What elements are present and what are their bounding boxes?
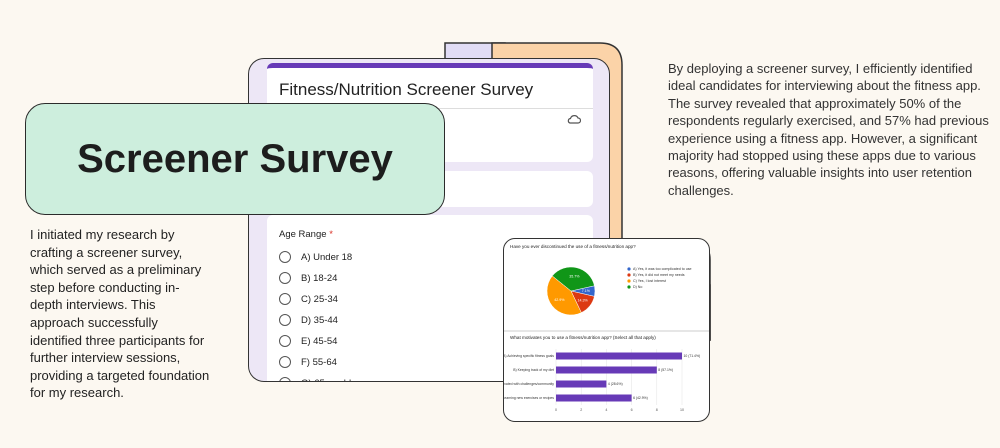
y-tick-label: D) Learning new exercises or recipes <box>504 396 554 400</box>
x-tick-label: 8 <box>656 408 658 412</box>
bar <box>556 352 682 360</box>
option[interactable]: A) Under 18 <box>279 251 352 263</box>
y-tick-label: B) Keeping track of my diet <box>513 368 554 372</box>
option-label: A) Under 18 <box>301 251 353 263</box>
value-label: 8 (57.1%) <box>658 368 673 372</box>
slice-label: 7.1% <box>582 289 591 293</box>
results-card: Have you ever discontinued the use of a … <box>503 238 710 422</box>
x-tick-label: 0 <box>555 408 557 412</box>
chart-title: What motivates you to use a fitness/nutr… <box>510 335 656 340</box>
legend-swatch <box>627 285 631 289</box>
radio[interactable] <box>279 272 291 284</box>
option[interactable]: B) 18-24 <box>279 272 337 284</box>
legend-label: B) Yes, it did not meet my needs <box>633 273 685 277</box>
x-tick-label: 4 <box>605 408 607 412</box>
y-tick-label: C) Staying motivated with challenges/com… <box>504 382 554 386</box>
option[interactable]: F) 55-64 <box>279 356 337 368</box>
x-tick-label: 2 <box>580 408 582 412</box>
value-label: 10 (71.4%) <box>684 354 701 358</box>
radio[interactable] <box>279 356 291 368</box>
value-label: 6 (42.9%) <box>633 396 648 400</box>
slice-label: 35.7% <box>569 274 580 278</box>
required-mark: * <box>329 229 333 240</box>
legend-label: D) No <box>633 285 642 289</box>
option[interactable]: D) 35-44 <box>279 314 338 326</box>
legend-swatch <box>627 267 631 271</box>
option-label: C) 25-34 <box>301 293 338 305</box>
radio[interactable] <box>279 335 291 347</box>
results-charts: Have you ever discontinued the use of a … <box>504 244 709 412</box>
bar <box>556 394 632 402</box>
x-tick-label: 6 <box>631 408 633 412</box>
option-label: G) 65 or older <box>301 378 360 382</box>
pie-slice <box>546 275 582 316</box>
x-tick-label: 10 <box>680 408 684 412</box>
bar <box>556 366 657 374</box>
option-label: B) 18-24 <box>301 272 338 284</box>
pie-slice <box>551 266 595 292</box>
form-title: Fitness/Nutrition Screener Survey <box>279 80 534 99</box>
heading-pill: Screener Survey <box>25 103 445 215</box>
radio[interactable] <box>279 251 291 263</box>
question-label: Age Range <box>279 229 327 240</box>
bar <box>556 380 607 388</box>
value-label: 4 (28.6%) <box>608 382 623 386</box>
chart-title: Have you ever discontinued the use of a … <box>510 244 636 249</box>
option-label: D) 35-44 <box>301 314 338 326</box>
intro-text: I initiated my research by crafting a sc… <box>30 227 210 401</box>
option[interactable]: C) 25-34 <box>279 293 338 305</box>
option[interactable]: G) 65 or older <box>279 377 360 382</box>
legend-swatch <box>627 279 631 283</box>
legend-label: A) Yes, it was too complicated to use <box>633 267 692 271</box>
legend-swatch <box>627 273 631 277</box>
y-tick-label: A) Achieving specific fitness goals <box>504 354 554 358</box>
option-label: E) 45-54 <box>301 335 338 347</box>
question: Age Range * <box>279 229 333 240</box>
legend-label: C) Yes, I lost interest <box>633 279 666 283</box>
option-label: F) 55-64 <box>301 356 337 368</box>
radio[interactable] <box>279 314 291 326</box>
option[interactable]: E) 45-54 <box>279 335 337 347</box>
slice-label: 42.9% <box>554 298 565 302</box>
slice-label: 14.3% <box>578 298 589 302</box>
summary-text: By deploying a screener survey, I effici… <box>668 61 989 198</box>
radio[interactable] <box>279 293 291 305</box>
radio[interactable] <box>279 377 291 381</box>
cloud-icon <box>567 115 581 124</box>
heading: Screener Survey <box>77 136 393 181</box>
